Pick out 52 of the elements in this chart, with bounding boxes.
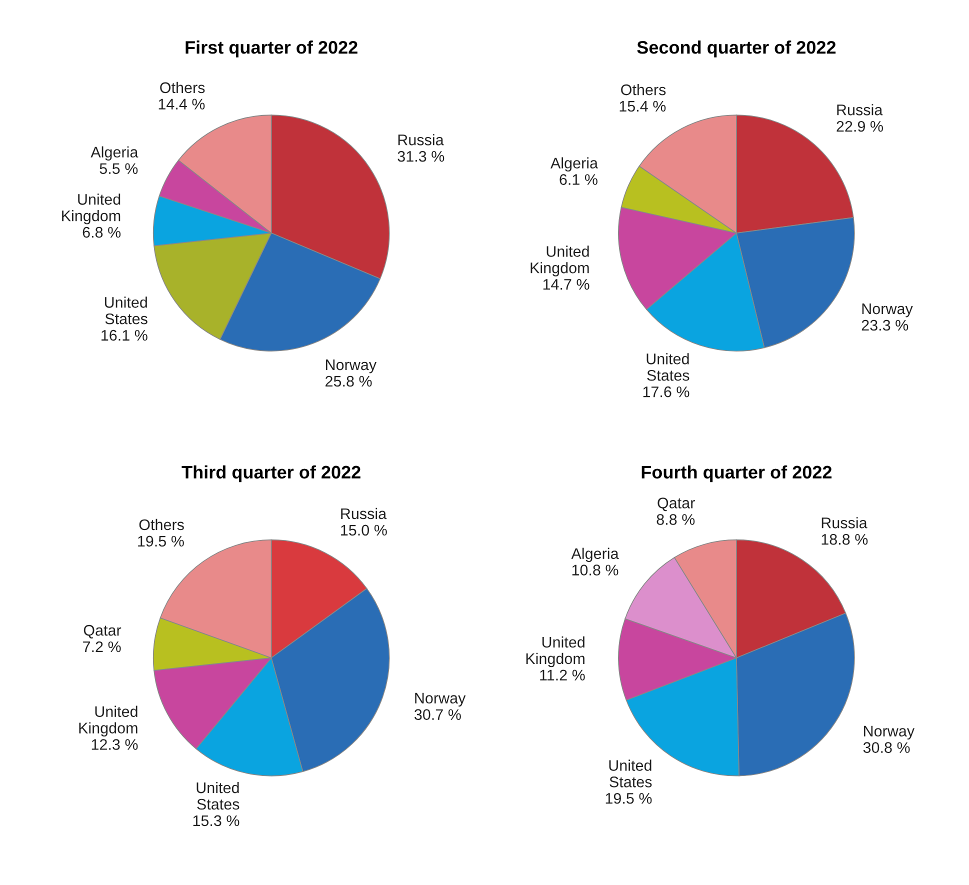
slice-label: Norway	[415, 692, 466, 707]
slice-label: Algeria	[571, 548, 619, 562]
slice-label: Russia	[341, 508, 387, 520]
slice-label: United States	[196, 782, 240, 810]
slice-label: Others	[160, 82, 205, 94]
data-label: 5.5 %	[100, 163, 138, 174]
data-label: 8.8 %	[656, 514, 695, 525]
slice-label: Qatar	[84, 624, 122, 638]
data-label: 18.8 %	[822, 534, 868, 545]
slice-label: United Kingdom	[530, 246, 589, 276]
slice-label: Qatar	[658, 498, 695, 512]
slice-label: Russia	[398, 134, 444, 146]
data-label: 12.3 %	[92, 739, 138, 750]
data-label: 14.7 %	[543, 279, 590, 290]
data-label: 19.5 %	[606, 792, 652, 804]
slice-label: Algeria	[550, 157, 598, 172]
slice-label: Algeria	[90, 146, 138, 161]
data-label: 31.3 %	[398, 150, 444, 162]
data-label: 15.4 %	[620, 100, 666, 112]
data-label: 15.3 %	[193, 815, 240, 826]
slice-label: United States	[609, 760, 652, 788]
chart-title: Third quarter of 2022	[182, 465, 360, 482]
slice-label: Others	[621, 84, 666, 96]
data-label: 7.2 %	[83, 641, 121, 652]
slice-label: Russia	[822, 517, 868, 528]
data-label: 17.6 %	[643, 386, 690, 398]
slice-label: United Kingdom	[79, 706, 138, 736]
slice-label: Russia	[837, 104, 883, 116]
chart-title: First quarter of 2022	[186, 40, 358, 58]
data-label: 14.4 %	[158, 98, 205, 110]
slice-label: United States	[104, 296, 148, 324]
data-label: 11.2 %	[540, 670, 585, 680]
slice-label: United Kingdom	[526, 636, 584, 668]
data-label: 6.1 %	[560, 174, 598, 185]
chart-title: Second quarter of 2022	[637, 40, 836, 58]
data-label: 22.9 %	[836, 120, 883, 132]
slice-label: Norway	[862, 304, 913, 318]
slice-label: Norway	[864, 726, 915, 740]
data-label: 30.7 %	[414, 709, 461, 720]
data-label: 16.1 %	[102, 330, 148, 341]
data-label: 19.5 %	[138, 536, 184, 547]
data-label: 15.0 %	[341, 524, 387, 536]
data-label: 10.8 %	[572, 564, 618, 576]
data-label: 30.8 %	[863, 742, 910, 753]
slice-label: Norway	[326, 360, 377, 374]
slice-label: United States	[646, 353, 690, 381]
data-label: 23.3 %	[862, 320, 908, 331]
slice-label: United Kingdom	[62, 194, 120, 224]
slice-label: Others	[139, 518, 184, 530]
data-label: 25.8 %	[326, 376, 372, 387]
data-label: 6.8 %	[82, 226, 121, 238]
chart-title: Fourth quarter of 2022	[642, 465, 832, 482]
